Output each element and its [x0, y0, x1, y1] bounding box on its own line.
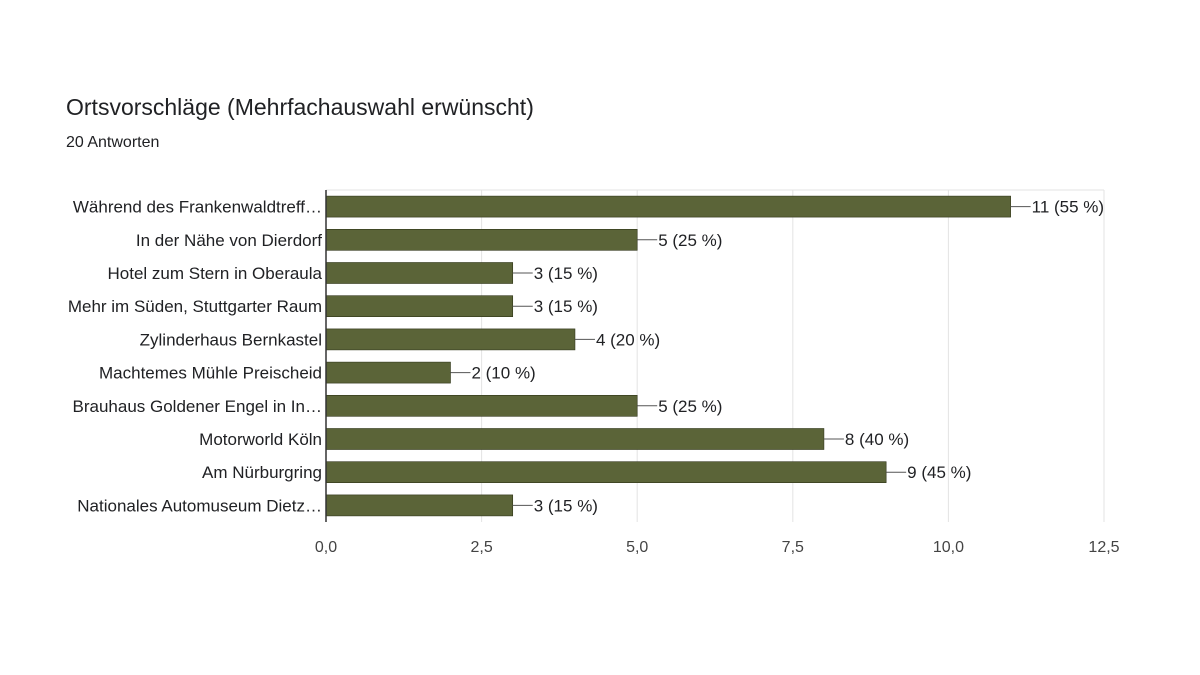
x-axis-ticks: 0,0 2,5 5,0 7,5 10,0 12,5: [315, 539, 1120, 556]
data-label: 4 (20 %): [596, 330, 660, 349]
bar[interactable]: [325, 494, 514, 517]
x-tick-label: 12,5: [1088, 539, 1119, 556]
data-label: 9 (45 %): [907, 463, 971, 482]
data-label: 8 (40 %): [845, 430, 909, 449]
bar[interactable]: [325, 295, 514, 318]
bar[interactable]: [325, 361, 451, 384]
category-label: Zylinderhaus Bernkastel: [140, 330, 322, 349]
bar[interactable]: [325, 428, 825, 450]
x-tick-label: 0,0: [315, 539, 337, 556]
category-label: Brauhaus Goldener Engel in In…: [73, 397, 323, 416]
data-label: 5 (25 %): [658, 397, 722, 416]
data-label: 3 (15 %): [534, 264, 598, 283]
category-label: Motorworld Köln: [199, 430, 322, 449]
category-label: In der Nähe von Dierdorf: [136, 231, 322, 250]
category-label: Machtemes Mühle Preischeid: [99, 364, 322, 383]
chart-title: Ortsvorschläge (Mehrfachauswahl erwünsch…: [66, 94, 534, 120]
bars: 11 (55 %) Während des Frankenwaldtreff… 5 …: [68, 195, 1104, 517]
bar[interactable]: [325, 394, 638, 417]
bar[interactable]: [325, 229, 638, 251]
category-label: Am Nürburgring: [202, 463, 322, 482]
data-label: 5 (25 %): [658, 231, 722, 250]
x-tick-label: 7,5: [782, 539, 804, 556]
data-label: 3 (15 %): [534, 297, 598, 316]
bar[interactable]: [325, 262, 514, 284]
chart-subtitle: 20 Antworten: [66, 134, 160, 151]
bar[interactable]: [325, 328, 576, 351]
x-tick-label: 5,0: [626, 539, 648, 556]
x-tick-label: 10,0: [933, 539, 964, 556]
data-label: 3 (15 %): [534, 496, 598, 515]
category-label: Mehr im Süden, Stuttgarter Raum: [68, 297, 322, 316]
x-tick-label: 2,5: [470, 539, 492, 556]
data-label: 2 (10 %): [471, 364, 535, 383]
bar[interactable]: [325, 195, 1011, 218]
category-label: Hotel zum Stern in Oberaula: [108, 264, 323, 283]
category-label: Nationales Automuseum Dietz…: [77, 496, 322, 515]
category-label: Während des Frankenwaldtreff…: [73, 198, 322, 217]
bar[interactable]: [325, 461, 887, 484]
data-label: 11 (55 %): [1032, 198, 1104, 217]
